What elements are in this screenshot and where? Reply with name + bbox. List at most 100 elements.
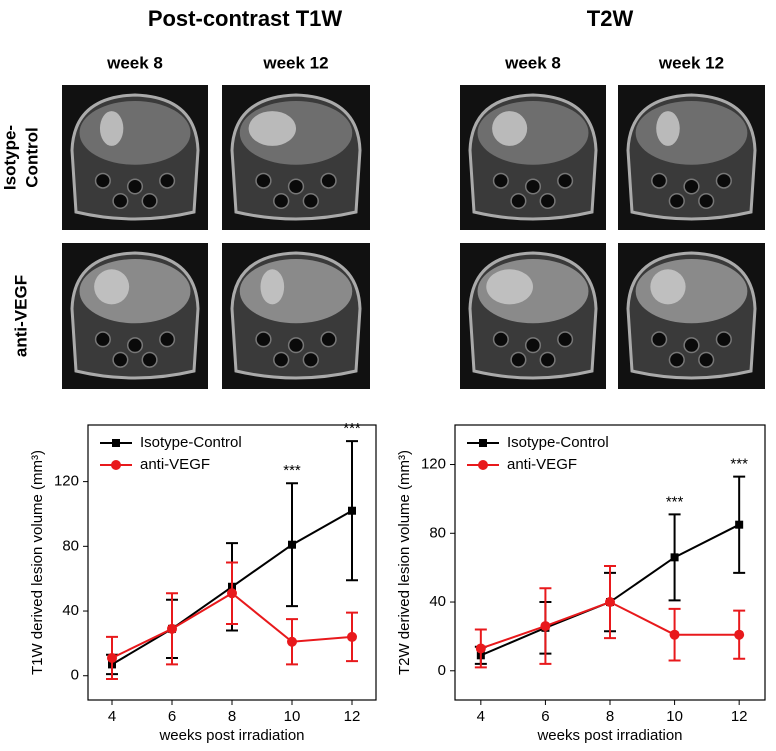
- cavity: [715, 331, 732, 348]
- marker: [735, 520, 744, 529]
- cavity: [668, 193, 685, 209]
- legend-label: Isotype-Control: [140, 434, 242, 451]
- y-tick-label: 120: [421, 456, 446, 473]
- cavity: [94, 331, 111, 348]
- cavity: [683, 178, 700, 195]
- lesion: [99, 111, 124, 146]
- x-tick-label: 8: [228, 708, 236, 725]
- marker: [669, 629, 680, 640]
- cavity: [112, 193, 129, 209]
- lesion: [248, 111, 296, 146]
- cavity: [255, 172, 272, 189]
- column-label: week 12: [658, 53, 724, 72]
- mri-scan: [460, 85, 606, 230]
- y-tick-label: 40: [62, 602, 79, 619]
- cavity: [126, 178, 144, 195]
- cavity: [141, 193, 158, 209]
- cavity: [141, 351, 158, 368]
- y-tick-label: 0: [438, 662, 446, 679]
- marker: [734, 629, 745, 640]
- marker: [288, 540, 296, 549]
- x-tick-label: 12: [731, 708, 748, 725]
- brain: [79, 100, 191, 165]
- marker: [605, 597, 615, 608]
- lesion: [650, 269, 686, 305]
- row-label: Control: [22, 127, 41, 187]
- column-label: week 8: [106, 53, 163, 72]
- y-tick-label: 40: [429, 593, 446, 610]
- x-tick-label: 6: [168, 708, 176, 725]
- cavity: [539, 193, 556, 209]
- cavity: [539, 351, 556, 368]
- cavity: [255, 331, 272, 348]
- x-axis-label: weeks post irradiation: [536, 727, 682, 744]
- brain: [635, 100, 748, 165]
- x-tick-label: 8: [606, 708, 614, 725]
- cavity: [492, 172, 509, 189]
- cavity: [524, 178, 542, 195]
- panel-title: T2W: [587, 6, 634, 31]
- x-tick-label: 10: [666, 708, 683, 725]
- mri-scan: [222, 243, 370, 389]
- cavity: [557, 172, 574, 189]
- marker: [670, 553, 679, 562]
- cavity: [524, 337, 542, 354]
- x-tick-label: 12: [344, 708, 361, 725]
- legend-label: anti-VEGF: [140, 456, 210, 473]
- annotation: ***: [730, 456, 748, 473]
- marker: [227, 588, 237, 599]
- cavity: [651, 331, 668, 348]
- mri-scan: [222, 85, 370, 230]
- cavity: [273, 351, 290, 368]
- y-axis-label: T1W derived lesion volume (mm³): [29, 450, 46, 675]
- mri-scan: [460, 243, 606, 389]
- marker: [167, 623, 177, 634]
- cavity: [557, 331, 574, 348]
- x-tick-label: 4: [108, 708, 116, 725]
- marker: [475, 643, 486, 654]
- mri-scan: [618, 85, 765, 230]
- x-tick-label: 4: [477, 708, 485, 725]
- cavity: [492, 331, 509, 348]
- cavity: [715, 172, 732, 189]
- x-axis-label: weeks post irradiation: [158, 727, 304, 744]
- legend-marker: [479, 439, 487, 447]
- panel-title: Post-contrast T1W: [148, 6, 343, 31]
- lesion: [656, 111, 680, 146]
- y-axis-label: T2W derived lesion volume (mm³): [396, 450, 413, 675]
- plot-frame: [454, 424, 766, 701]
- cavity: [668, 351, 685, 368]
- marker: [540, 621, 551, 632]
- marker: [107, 652, 117, 663]
- x-tick-label: 10: [284, 708, 301, 725]
- cavity: [510, 193, 527, 209]
- lesion: [492, 111, 528, 146]
- cavity: [698, 351, 715, 368]
- legend-marker: [112, 439, 120, 447]
- lesion: [486, 269, 533, 305]
- row-label: anti-VEGF: [11, 275, 30, 357]
- lesion: [94, 269, 130, 305]
- cavity: [287, 337, 305, 354]
- row-label: Isotype-: [0, 125, 19, 190]
- y-tick-label: 0: [71, 667, 79, 684]
- legend-marker: [478, 460, 488, 470]
- legend-label: anti-VEGF: [507, 456, 577, 473]
- cavity: [126, 337, 144, 354]
- cavity: [698, 193, 715, 209]
- cavity: [94, 172, 111, 189]
- cavity: [320, 331, 337, 348]
- marker: [287, 636, 297, 647]
- cavity: [287, 178, 305, 195]
- cavity: [683, 337, 700, 354]
- cavity: [159, 172, 176, 189]
- x-tick-label: 6: [541, 708, 549, 725]
- mri-scan: [62, 85, 208, 230]
- cavity: [159, 331, 176, 348]
- legend-marker: [111, 460, 121, 470]
- annotation: ***: [343, 420, 361, 437]
- cavity: [302, 193, 319, 209]
- cavity: [112, 351, 129, 368]
